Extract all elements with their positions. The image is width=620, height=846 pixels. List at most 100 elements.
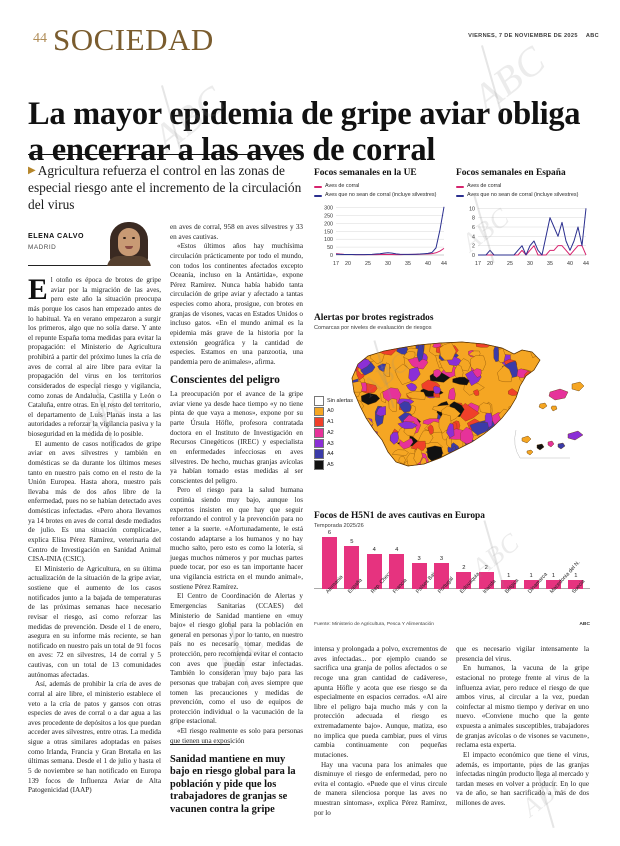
chart-legend: Aves de corral Aves que no sean de corra… bbox=[314, 183, 448, 199]
map-region bbox=[474, 456, 483, 466]
bar-rect bbox=[568, 580, 584, 589]
map-legend-item: A2 bbox=[314, 428, 353, 438]
y-tick-label: 150 bbox=[324, 229, 333, 235]
map-region bbox=[475, 342, 491, 348]
y-tick-label: 0 bbox=[330, 253, 333, 259]
masthead-brand: ABC bbox=[585, 33, 599, 39]
bar-value-label: 3 bbox=[417, 556, 421, 562]
map-legend-swatch bbox=[314, 438, 324, 449]
map-legend-swatch bbox=[314, 417, 324, 427]
map-island-canary bbox=[547, 440, 555, 448]
chart-focos-espana: Focos semanales en España Aves de corral… bbox=[456, 168, 590, 268]
byline-author: ELENA CALVO bbox=[28, 232, 85, 240]
map-spain-svg bbox=[344, 334, 590, 489]
bar-item: 6 Alemania bbox=[322, 530, 345, 595]
map-legend-swatch bbox=[314, 396, 324, 406]
map-region bbox=[469, 421, 489, 436]
photo-face bbox=[118, 228, 140, 256]
map-region bbox=[493, 450, 500, 462]
paragraph: En humanos, la vacuna de la gripe estaci… bbox=[456, 664, 589, 750]
map-region bbox=[356, 420, 366, 436]
y-tick-label: 6 bbox=[472, 225, 475, 231]
bar-value-label: 5 bbox=[350, 538, 354, 545]
map-region bbox=[403, 351, 416, 360]
map-legend-item: A4 bbox=[314, 449, 353, 459]
map-region bbox=[432, 385, 442, 395]
map-island-canary bbox=[521, 435, 532, 444]
map-legend-label: A1 bbox=[327, 419, 334, 426]
bar-chart-plot-area: 6 Alemania 5 España 4 Rep. Checa 4 Francia 3 País… bbox=[314, 530, 590, 615]
byline: ELENA CALVO MADRID bbox=[28, 232, 148, 251]
series-line-1 bbox=[478, 207, 587, 255]
map-legend-swatch bbox=[314, 460, 324, 470]
map-region bbox=[352, 425, 371, 434]
pull-quote-teaser: Sanidad mantiene en muy bajo en riesgo g… bbox=[170, 754, 296, 815]
x-tick-label: 40 bbox=[425, 261, 431, 267]
map-subtitle: Comarcas por niveles de evaluación de ri… bbox=[314, 325, 432, 331]
paragraph: «Estos últimos años hay muchísima circul… bbox=[170, 242, 303, 366]
map-region bbox=[361, 392, 381, 405]
source-text: Fuente: Ministerio de Agricultura, Pesca… bbox=[314, 622, 434, 627]
map-legend-label: Sin alertas bbox=[327, 397, 353, 404]
photo-mouth bbox=[125, 246, 133, 249]
line-chart-svg: 0 2 4 6 8 10 17 20 25 30 35 40 44 bbox=[469, 206, 589, 267]
map-region bbox=[508, 388, 519, 396]
map-region bbox=[444, 457, 462, 466]
x-tick-label: 17 bbox=[333, 261, 339, 267]
legend-label: Aves que no sean de corral (incluye silv… bbox=[325, 191, 437, 198]
bar-rect bbox=[501, 580, 517, 589]
x-tick-label: 35 bbox=[547, 261, 553, 267]
map-region bbox=[405, 390, 426, 400]
photo-eye-left bbox=[123, 237, 126, 239]
subhead-text: Agricultura refuerza el control en las z… bbox=[28, 163, 302, 212]
map-region bbox=[448, 452, 465, 465]
y-tick-label: 300 bbox=[324, 205, 333, 211]
map-canary-frame bbox=[514, 429, 570, 459]
map-region bbox=[408, 366, 421, 382]
map-region bbox=[376, 444, 385, 457]
map-legend-item: Sin alertas bbox=[314, 396, 353, 406]
body-column-2: en aves de corral, 958 en aves silvestre… bbox=[170, 223, 303, 746]
series-line-1 bbox=[335, 206, 445, 255]
chart-plot-area: 0 50 100 150 200 250 300 17 20 25 30 35 40 44 bbox=[314, 202, 448, 268]
bar-value-label: 4 bbox=[372, 547, 376, 554]
article-headline: La mayor epidemia de gripe aviar obliga … bbox=[28, 95, 581, 168]
legend-label: Aves que no sean de corral (incluye silv… bbox=[467, 191, 579, 198]
map-region bbox=[388, 398, 397, 412]
y-tick-label: 0 bbox=[472, 253, 475, 259]
paragraph: El Ministerio de Agricultura, en su últi… bbox=[28, 564, 161, 679]
map-region bbox=[405, 382, 418, 392]
map-region bbox=[479, 402, 492, 414]
map-region bbox=[389, 342, 411, 348]
spain-choropleth bbox=[351, 341, 585, 467]
map-island-canary bbox=[526, 449, 534, 456]
map-region bbox=[394, 363, 414, 385]
teaser-rule bbox=[170, 744, 230, 745]
bar-rect bbox=[344, 545, 360, 589]
legend-swatch-wild bbox=[314, 194, 322, 197]
map-region bbox=[383, 362, 390, 377]
map-region bbox=[358, 446, 366, 465]
line-chart-svg: 0 50 100 150 200 250 300 17 20 25 30 35 40 44 bbox=[324, 205, 447, 267]
headline-rule bbox=[28, 154, 303, 155]
bar-rect bbox=[478, 571, 494, 589]
map-region bbox=[447, 387, 456, 400]
map-region bbox=[352, 352, 358, 366]
legend-item-poultry: Aves de corral bbox=[314, 183, 448, 190]
map-region bbox=[368, 451, 381, 462]
map-title: Alertas por brotes registrados bbox=[314, 313, 434, 323]
map-region bbox=[452, 376, 470, 386]
source-brand: ABC bbox=[579, 622, 590, 627]
map-legend: Sin alertas A0 A1 A2 A3 A4 A5 bbox=[314, 396, 353, 471]
masthead-date-text: VIERNES, 7 DE NOVIEMBRE DE 2025 bbox=[468, 33, 578, 39]
map-region bbox=[474, 459, 491, 466]
legend-swatch-wild bbox=[456, 194, 464, 197]
chart-focos-ue: Focos semanales en la UE Aves de corral … bbox=[314, 168, 448, 268]
map-legend-label: A2 bbox=[327, 429, 334, 436]
bar-rect bbox=[523, 580, 539, 589]
map-region bbox=[514, 418, 526, 435]
map-region bbox=[509, 456, 520, 464]
x-tick-label: 20 bbox=[487, 261, 493, 267]
